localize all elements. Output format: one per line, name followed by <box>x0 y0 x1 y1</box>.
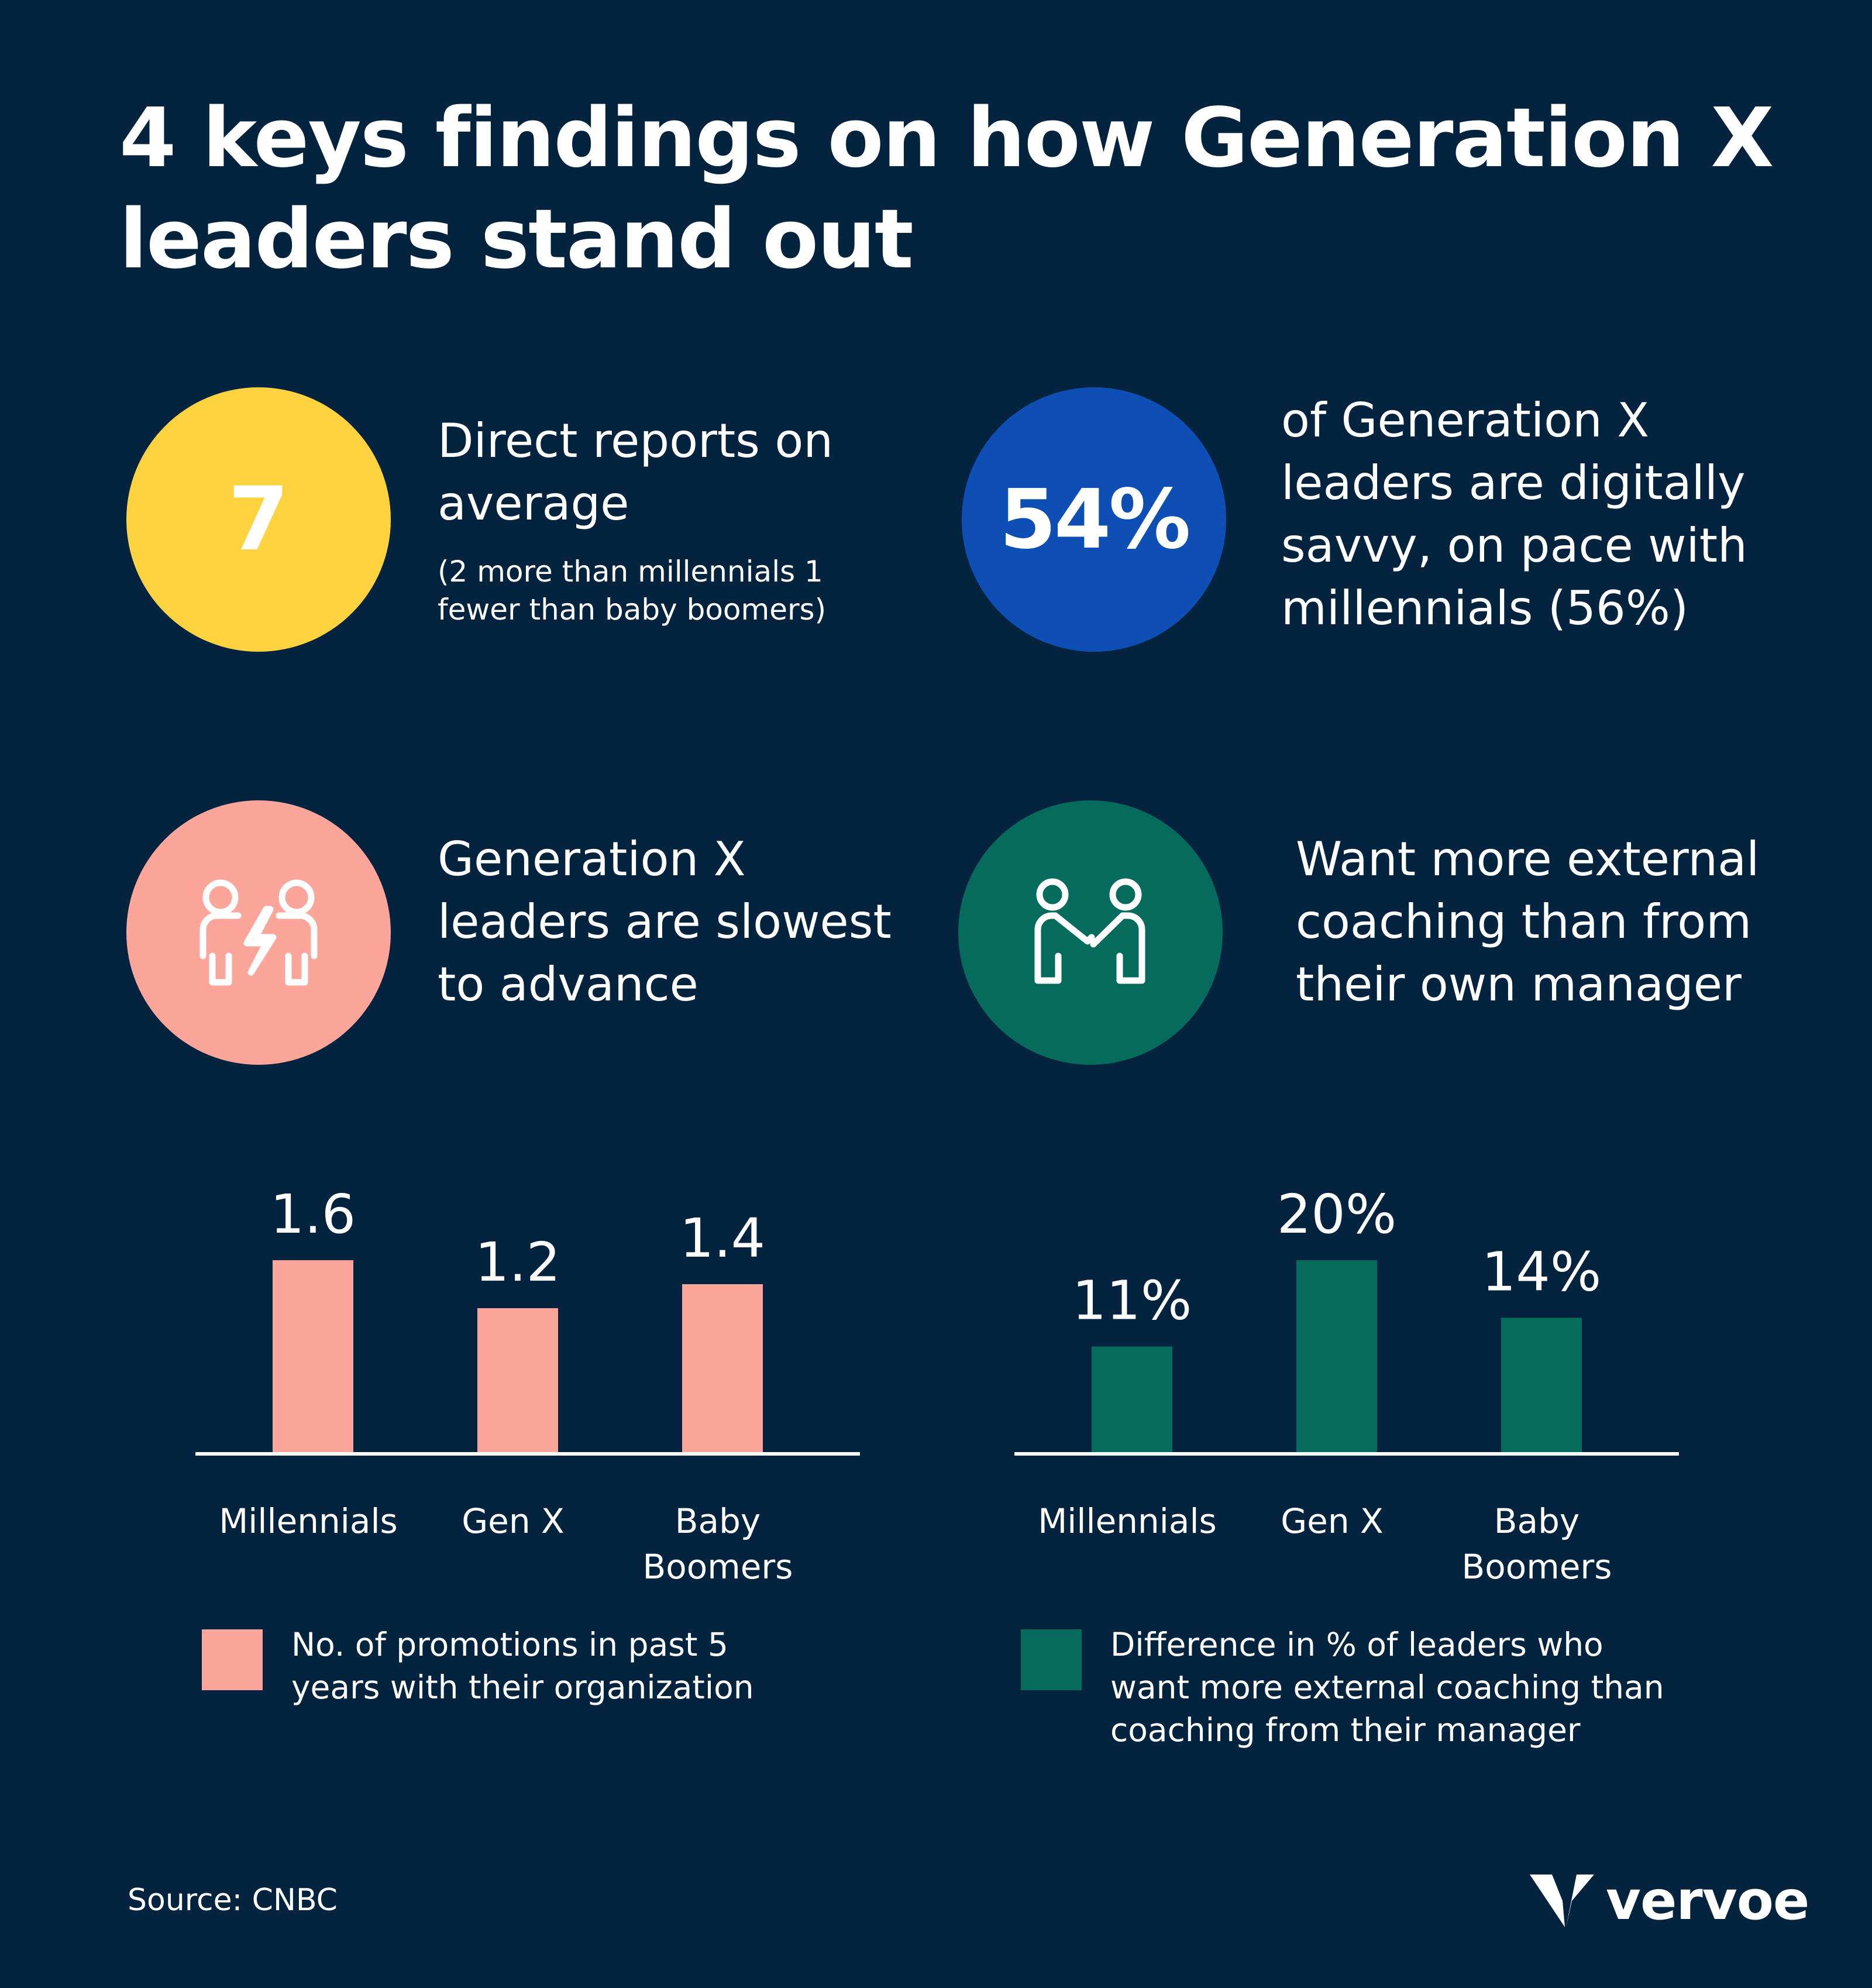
fact-line: to advance <box>438 957 698 1012</box>
fact-text-slowest-advance: Generation X leaders are slowest to adva… <box>438 828 892 1016</box>
fact-text-direct-reports: Direct reports on average <box>438 410 833 535</box>
bar-value-label: 20% <box>1277 1183 1396 1246</box>
promotions-bar-chart: 1.6 Millennials 1.2 Gen X 1.4 Baby Boomers <box>195 1183 860 1587</box>
fact-subtext-direct-reports: (2 more than millennials 1 fewer than ba… <box>438 553 826 629</box>
category-label: Millennials <box>1038 1501 1217 1541</box>
fact-line: savvy, on pace with <box>1281 518 1747 573</box>
category-label: Boomers <box>1461 1547 1612 1587</box>
legend-line: want more external coaching than <box>1110 1669 1664 1706</box>
fact-line: coaching than from <box>1296 895 1752 949</box>
bar-value-label: 11% <box>1072 1270 1192 1332</box>
fact-circle-direct-reports: 7 <box>126 387 391 652</box>
fact-line: Direct reports on <box>438 414 834 468</box>
fact-circle-external-coaching <box>958 800 1223 1065</box>
legend-line: years with their organization <box>291 1669 754 1706</box>
brand-logo: vervoe <box>1530 1869 1809 1932</box>
fact-value: 54% <box>999 472 1190 567</box>
fact-line: average <box>438 476 629 531</box>
coaching-legend-swatch <box>1021 1629 1082 1690</box>
fact-text-external-coaching: Want more external coaching than from th… <box>1296 828 1759 1016</box>
bar-value-label: 1.2 <box>475 1231 560 1294</box>
fact-subline: fewer than baby boomers) <box>438 593 827 627</box>
title-line: 4 keys findings on how Generation X <box>119 91 1774 186</box>
fact-line: of Generation X <box>1281 393 1650 448</box>
people-coaching-icon <box>1034 878 1145 984</box>
promotions-legend-text: No. of promotions in past 5 years with t… <box>291 1624 754 1709</box>
source-note: Source: CNBC <box>128 1883 338 1918</box>
fact-value: 7 <box>228 469 290 570</box>
brand-name: vervoe <box>1606 1869 1809 1932</box>
chart-bar <box>1092 1346 1172 1452</box>
fact-line: Generation X <box>438 832 746 886</box>
fact-line: their own manager <box>1296 957 1742 1012</box>
promotions-legend-swatch <box>202 1629 263 1690</box>
fact-circle-slowest-advance <box>126 800 391 1065</box>
chart-bar <box>1296 1260 1377 1452</box>
fact-subline: (2 more than millennials 1 <box>438 555 823 589</box>
fact-line: millennials (56%) <box>1281 581 1689 635</box>
page-title: 4 keys findings on how Generation X lead… <box>119 88 1774 290</box>
fact-line: leaders are digitally <box>1281 456 1746 510</box>
fact-circle-digital-savvy: 54% <box>962 387 1226 652</box>
legend-line: Difference in % of leaders who <box>1110 1626 1603 1663</box>
fact-line: Want more external <box>1296 832 1760 886</box>
coaching-bar-chart: 11% Millennials 20% Gen X 14% Baby Boomers <box>1014 1183 1679 1587</box>
title-line: leaders stand out <box>119 192 914 287</box>
bar-value-label: 1.4 <box>680 1207 765 1270</box>
category-label: Baby <box>1494 1501 1580 1541</box>
chart-bar <box>682 1284 763 1452</box>
bar-value-label: 1.6 <box>270 1183 356 1246</box>
vervoe-logo-icon <box>1530 1874 1594 1927</box>
chart-bar <box>477 1308 558 1452</box>
fact-text-digital-savvy: of Generation X leaders are digitally sa… <box>1281 389 1747 639</box>
category-label: Boomers <box>642 1547 793 1587</box>
category-label: Millennials <box>219 1501 398 1541</box>
category-label: Gen X <box>1281 1501 1384 1541</box>
legend-line: coaching from their manager <box>1110 1711 1581 1749</box>
bar-value-label: 14% <box>1482 1240 1601 1303</box>
category-label: Gen X <box>462 1501 565 1541</box>
people-conflict-icon <box>199 879 318 986</box>
legend-line: No. of promotions in past 5 <box>291 1626 728 1663</box>
fact-line: leaders are slowest <box>438 895 892 949</box>
chart-bar <box>273 1260 353 1452</box>
chart-bar <box>1501 1318 1582 1452</box>
coaching-legend-text: Difference in % of leaders who want more… <box>1110 1624 1664 1752</box>
category-label: Baby <box>675 1501 760 1541</box>
